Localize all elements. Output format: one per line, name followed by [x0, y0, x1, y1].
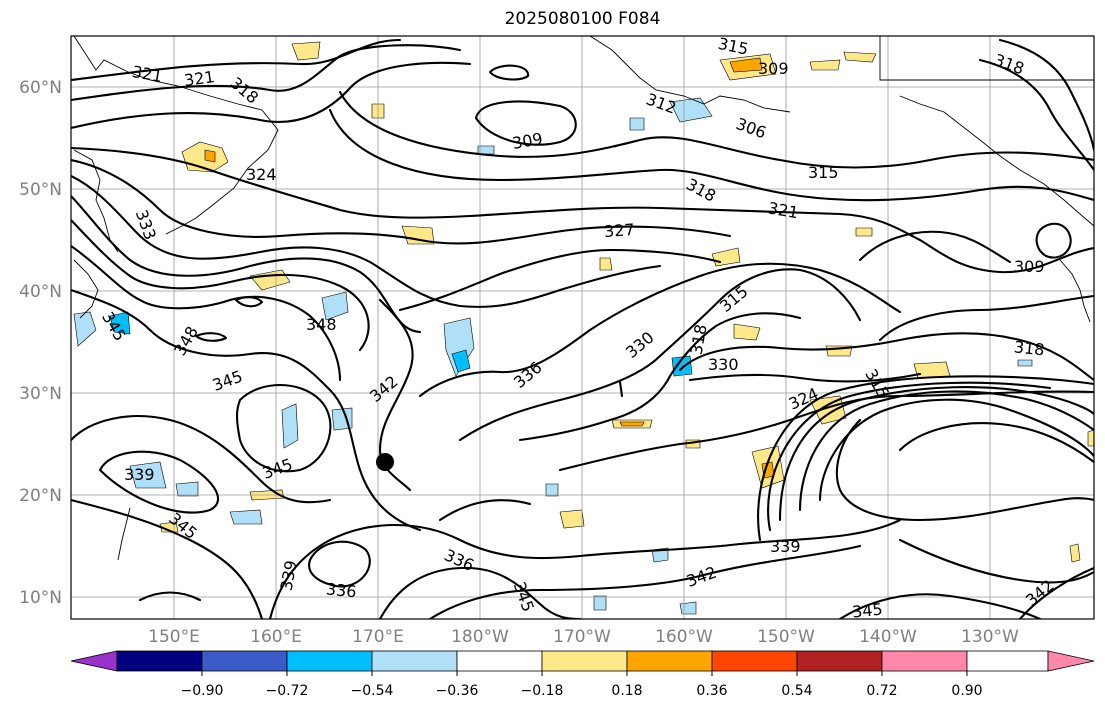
colorbar-bin — [286, 650, 373, 672]
lon-label: 180°W — [451, 627, 509, 647]
lon-label: 140°W — [859, 627, 917, 647]
contour-label: 336 — [325, 579, 357, 601]
lon-label: 160°W — [655, 627, 713, 647]
contour-label: 315 — [716, 34, 750, 59]
contour-label: 327 — [603, 220, 635, 241]
contour-label: 345 — [851, 600, 883, 622]
shaded-anomalies — [73, 41, 1094, 615]
colorbar-tick-label: −0.36 — [436, 683, 479, 699]
colorbar-bin — [626, 650, 713, 672]
contour-label: 315 — [808, 163, 839, 182]
colorbar-bin — [711, 650, 798, 672]
contour-label: 339 — [770, 537, 801, 556]
storm-center-marker — [376, 453, 394, 471]
colorbar-tick-label: 0.18 — [611, 683, 642, 699]
colorbar-tick-label: 0.54 — [781, 683, 812, 699]
contour-label: 318 — [1013, 337, 1045, 359]
colorbar-tick-label: −0.72 — [266, 683, 309, 699]
colorbar-tick-label: 0.72 — [866, 683, 897, 699]
coastlines — [73, 36, 1094, 561]
colorbar — [70, 650, 1095, 672]
lon-label: 130°W — [961, 627, 1019, 647]
colorbar-bin — [966, 650, 1049, 672]
map-area — [71, 36, 1094, 619]
colorbar-tick-label: −0.54 — [351, 683, 394, 699]
lat-label: 40°N — [19, 282, 62, 302]
latitude-labels: 60°N 50°N 40°N 30°N 20°N 10°N — [19, 78, 62, 608]
contour-label: 348 — [306, 315, 337, 334]
colorbar-tick-label: 0.36 — [696, 683, 727, 699]
contour-label: 324 — [246, 165, 277, 184]
colorbar-bin — [371, 650, 458, 672]
contour-label: 309 — [1014, 257, 1045, 276]
lon-label: 160°E — [250, 627, 302, 647]
contour-label: 339 — [124, 465, 155, 484]
colorbar-ticks: −0.90 −0.72 −0.54 −0.36 −0.18 0.18 0.36 … — [181, 671, 983, 699]
colorbar-extend-high — [1047, 650, 1095, 672]
contour-label: 309 — [758, 59, 789, 78]
lat-label: 20°N — [19, 486, 62, 506]
colorbar-tick-label: −0.90 — [181, 683, 224, 699]
colorbar-bin — [201, 650, 288, 672]
lat-label: 50°N — [19, 180, 62, 200]
contour-lines — [71, 38, 1094, 619]
colorbar-bin — [116, 650, 203, 672]
contour-label: 321 — [183, 67, 216, 90]
longitude-labels: 150°E 160°E 170°E 180°W 170°W 160°W 150°… — [148, 627, 1019, 647]
colorbar-bin — [796, 650, 883, 672]
colorbar-extend-low — [70, 650, 118, 672]
lat-label: 60°N — [19, 78, 62, 98]
map-title: 2025080100 F084 — [504, 9, 661, 29]
lat-label: 30°N — [19, 384, 62, 404]
colorbar-bin — [456, 650, 543, 672]
contour-label: 330 — [708, 355, 739, 374]
map-border — [70, 35, 1095, 620]
lon-label: 150°E — [148, 627, 200, 647]
lon-label: 170°E — [352, 627, 404, 647]
colorbar-bin — [881, 650, 968, 672]
colorbar-bin — [541, 650, 628, 672]
colorbar-tick-label: −0.18 — [521, 683, 564, 699]
lat-label: 10°N — [19, 588, 62, 608]
colorbar-tick-label: 0.90 — [951, 683, 982, 699]
lon-label: 150°W — [757, 627, 815, 647]
lon-label: 170°W — [553, 627, 611, 647]
